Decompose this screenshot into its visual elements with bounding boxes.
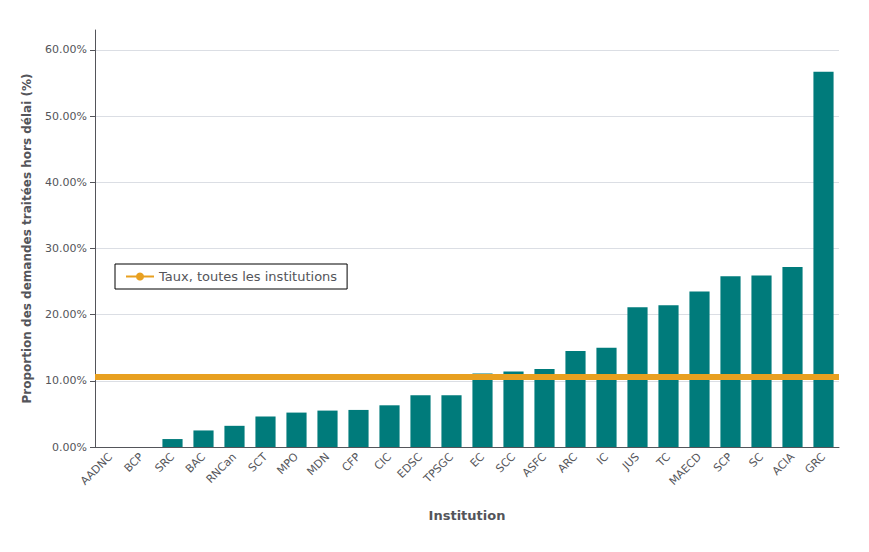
svg-text:SCT: SCT (246, 450, 270, 474)
svg-text:MAECD: MAECD (667, 450, 705, 488)
svg-text:MDN: MDN (304, 450, 332, 478)
svg-text:Proportion des demandes traité: Proportion des demandes traitées hors dé… (20, 74, 34, 404)
svg-text:SC: SC (747, 450, 767, 470)
svg-text:RNCan: RNCan (204, 450, 240, 486)
svg-text:MPO: MPO (274, 450, 301, 477)
svg-text:JUS: JUS (619, 450, 642, 473)
svg-text:50.00%: 50.00% (45, 110, 87, 123)
svg-text:60.00%: 60.00% (45, 43, 87, 56)
svg-text:ARC: ARC (555, 450, 580, 475)
svg-text:20.00%: 20.00% (45, 308, 87, 321)
svg-text:SCP: SCP (711, 450, 735, 474)
svg-text:30.00%: 30.00% (45, 242, 87, 255)
svg-text:EC: EC (468, 450, 488, 470)
svg-text:CIC: CIC (372, 450, 395, 473)
svg-text:Institution: Institution (429, 508, 506, 523)
svg-text:EDSC: EDSC (394, 450, 426, 481)
svg-text:CFP: CFP (339, 450, 363, 474)
svg-text:Taux, toutes les institutions: Taux, toutes les institutions (158, 269, 337, 284)
svg-text:40.00%: 40.00% (45, 176, 87, 189)
svg-text:SCC: SCC (493, 450, 518, 475)
svg-text:SRC: SRC (153, 450, 178, 475)
svg-text:ACIA: ACIA (770, 450, 798, 478)
svg-text:TC: TC (653, 450, 673, 470)
svg-text:BAC: BAC (183, 450, 208, 475)
svg-text:IC: IC (594, 450, 611, 467)
svg-text:TPSGC: TPSGC (420, 450, 456, 486)
svg-text:AADNC: AADNC (78, 450, 115, 487)
svg-text:0.00%: 0.00% (52, 441, 87, 454)
svg-text:BCP: BCP (122, 450, 147, 475)
svg-text:ASFC: ASFC (520, 450, 550, 480)
svg-text:GRC: GRC (802, 450, 828, 476)
svg-text:10.00%: 10.00% (45, 374, 87, 387)
